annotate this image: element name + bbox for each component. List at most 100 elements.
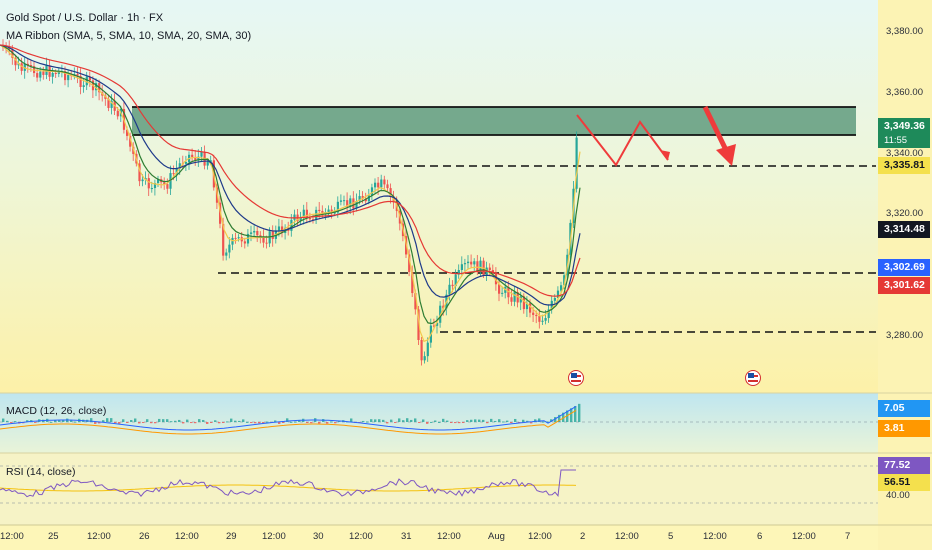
candle-body xyxy=(200,151,203,157)
candle-body xyxy=(54,73,57,75)
macd-histogram-bar xyxy=(102,420,105,422)
macd-histogram-bar xyxy=(406,418,409,422)
candle-body xyxy=(442,305,445,309)
macd-histogram-bar xyxy=(178,419,181,422)
macd-histogram-bar xyxy=(366,421,369,423)
candle-body xyxy=(228,244,231,253)
candle-body xyxy=(14,57,17,66)
macd-histogram-bar xyxy=(170,421,173,423)
macd-histogram-bar xyxy=(386,422,389,424)
macd-histogram-bar xyxy=(210,422,213,423)
macd-histogram-bar xyxy=(578,403,581,422)
candle-body xyxy=(290,219,293,231)
candle-body xyxy=(318,209,321,212)
macd-histogram-bar xyxy=(510,422,513,423)
macd-histogram-bar xyxy=(290,421,293,423)
time-label: 12:00 xyxy=(175,531,199,542)
candle-body xyxy=(8,47,11,50)
macd-histogram-bar xyxy=(202,419,205,422)
macd-histogram-bar xyxy=(426,422,429,424)
time-label: 12:00 xyxy=(437,531,461,542)
macd-histogram-bar xyxy=(2,418,5,422)
macd-histogram-bar xyxy=(294,421,297,423)
candle-body xyxy=(194,156,197,161)
time-label: 5 xyxy=(668,531,674,542)
candle-body xyxy=(42,71,45,75)
candle-body xyxy=(361,196,364,199)
candle-body xyxy=(265,242,268,244)
macd-histogram-bar xyxy=(126,422,129,423)
level-badge: 3,335.81 xyxy=(878,157,930,174)
macd-histogram-bar xyxy=(62,419,65,422)
rsi-value-badge: 77.52 xyxy=(878,457,930,474)
macd-histogram-bar xyxy=(418,422,421,423)
candle-body xyxy=(243,241,246,244)
macd-histogram-bar xyxy=(546,421,549,423)
price-tick: 3,380.00 xyxy=(886,26,923,37)
macd-label[interactable]: MACD (12, 26, close) xyxy=(6,405,107,417)
macd-histogram-bar xyxy=(58,420,61,422)
macd-histogram-bar xyxy=(182,422,185,424)
candle-body xyxy=(383,179,386,185)
symbol-title[interactable]: Gold Spot / U.S. Dollar · 1h · FX xyxy=(6,12,164,24)
macd-histogram-bar xyxy=(430,421,433,423)
candle-body xyxy=(126,129,129,136)
macd-histogram-bar xyxy=(390,419,393,422)
macd-histogram-bar xyxy=(318,422,321,424)
macd-signal-badge: 3.81 xyxy=(878,420,930,437)
candle-body xyxy=(312,219,315,221)
candle-body xyxy=(358,196,361,202)
candle-body xyxy=(11,49,14,58)
candle-body xyxy=(408,254,411,272)
time-label: 30 xyxy=(313,531,324,542)
candle-body xyxy=(197,156,200,161)
indicator-label[interactable]: MA Ribbon (SMA, 5, SMA, 10, SMA, 20, SMA… xyxy=(6,30,252,42)
macd-histogram-bar xyxy=(50,421,53,423)
macd-histogram-bar xyxy=(98,422,101,424)
macd-histogram-bar xyxy=(266,421,269,423)
macd-histogram-bar xyxy=(70,419,73,422)
macd-histogram-bar xyxy=(554,417,557,422)
macd-histogram-bar xyxy=(10,422,13,423)
macd-line xyxy=(0,405,577,431)
candle-body xyxy=(206,161,209,166)
candle-body xyxy=(172,173,175,175)
candle-body xyxy=(473,261,476,265)
macd-histogram-bar xyxy=(378,419,381,422)
candle-body xyxy=(225,252,228,256)
macd-histogram-bar xyxy=(538,418,541,422)
candle-body xyxy=(271,231,274,239)
candle-body xyxy=(36,73,39,78)
candle-body xyxy=(85,76,88,86)
macd-histogram-bar xyxy=(398,418,401,422)
macd-histogram-bar xyxy=(490,418,493,422)
rsi-label[interactable]: RSI (14, close) xyxy=(6,466,76,478)
macd-histogram-bar xyxy=(498,419,501,422)
us-flag-icon[interactable] xyxy=(568,370,584,386)
candle-body xyxy=(553,297,556,301)
time-label: 12:00 xyxy=(615,531,639,542)
candle-body xyxy=(519,296,522,303)
level-badge: 3,314.48 xyxy=(878,221,930,238)
candle-body xyxy=(157,179,160,184)
price-tick: 3,360.00 xyxy=(886,87,923,98)
candle-body xyxy=(386,184,389,189)
price-tick: 3,320.00 xyxy=(886,208,923,219)
macd-histogram-bar xyxy=(218,422,221,424)
macd-histogram-bar xyxy=(574,406,577,422)
macd-histogram-bar xyxy=(258,422,261,424)
us-flag-icon[interactable] xyxy=(745,370,761,386)
macd-histogram-bar xyxy=(142,422,145,423)
candle-body xyxy=(110,100,113,108)
macd-histogram-bar xyxy=(106,418,109,422)
bearish-arrow-shaft xyxy=(702,105,729,152)
macd-histogram-bar xyxy=(482,419,485,422)
candle-body xyxy=(476,261,479,273)
macd-histogram-bar xyxy=(198,419,201,422)
resistance-zone xyxy=(132,107,856,135)
macd-histogram-bar xyxy=(254,422,257,424)
macd-histogram-bar xyxy=(422,419,425,422)
macd-histogram-bar xyxy=(114,422,117,423)
